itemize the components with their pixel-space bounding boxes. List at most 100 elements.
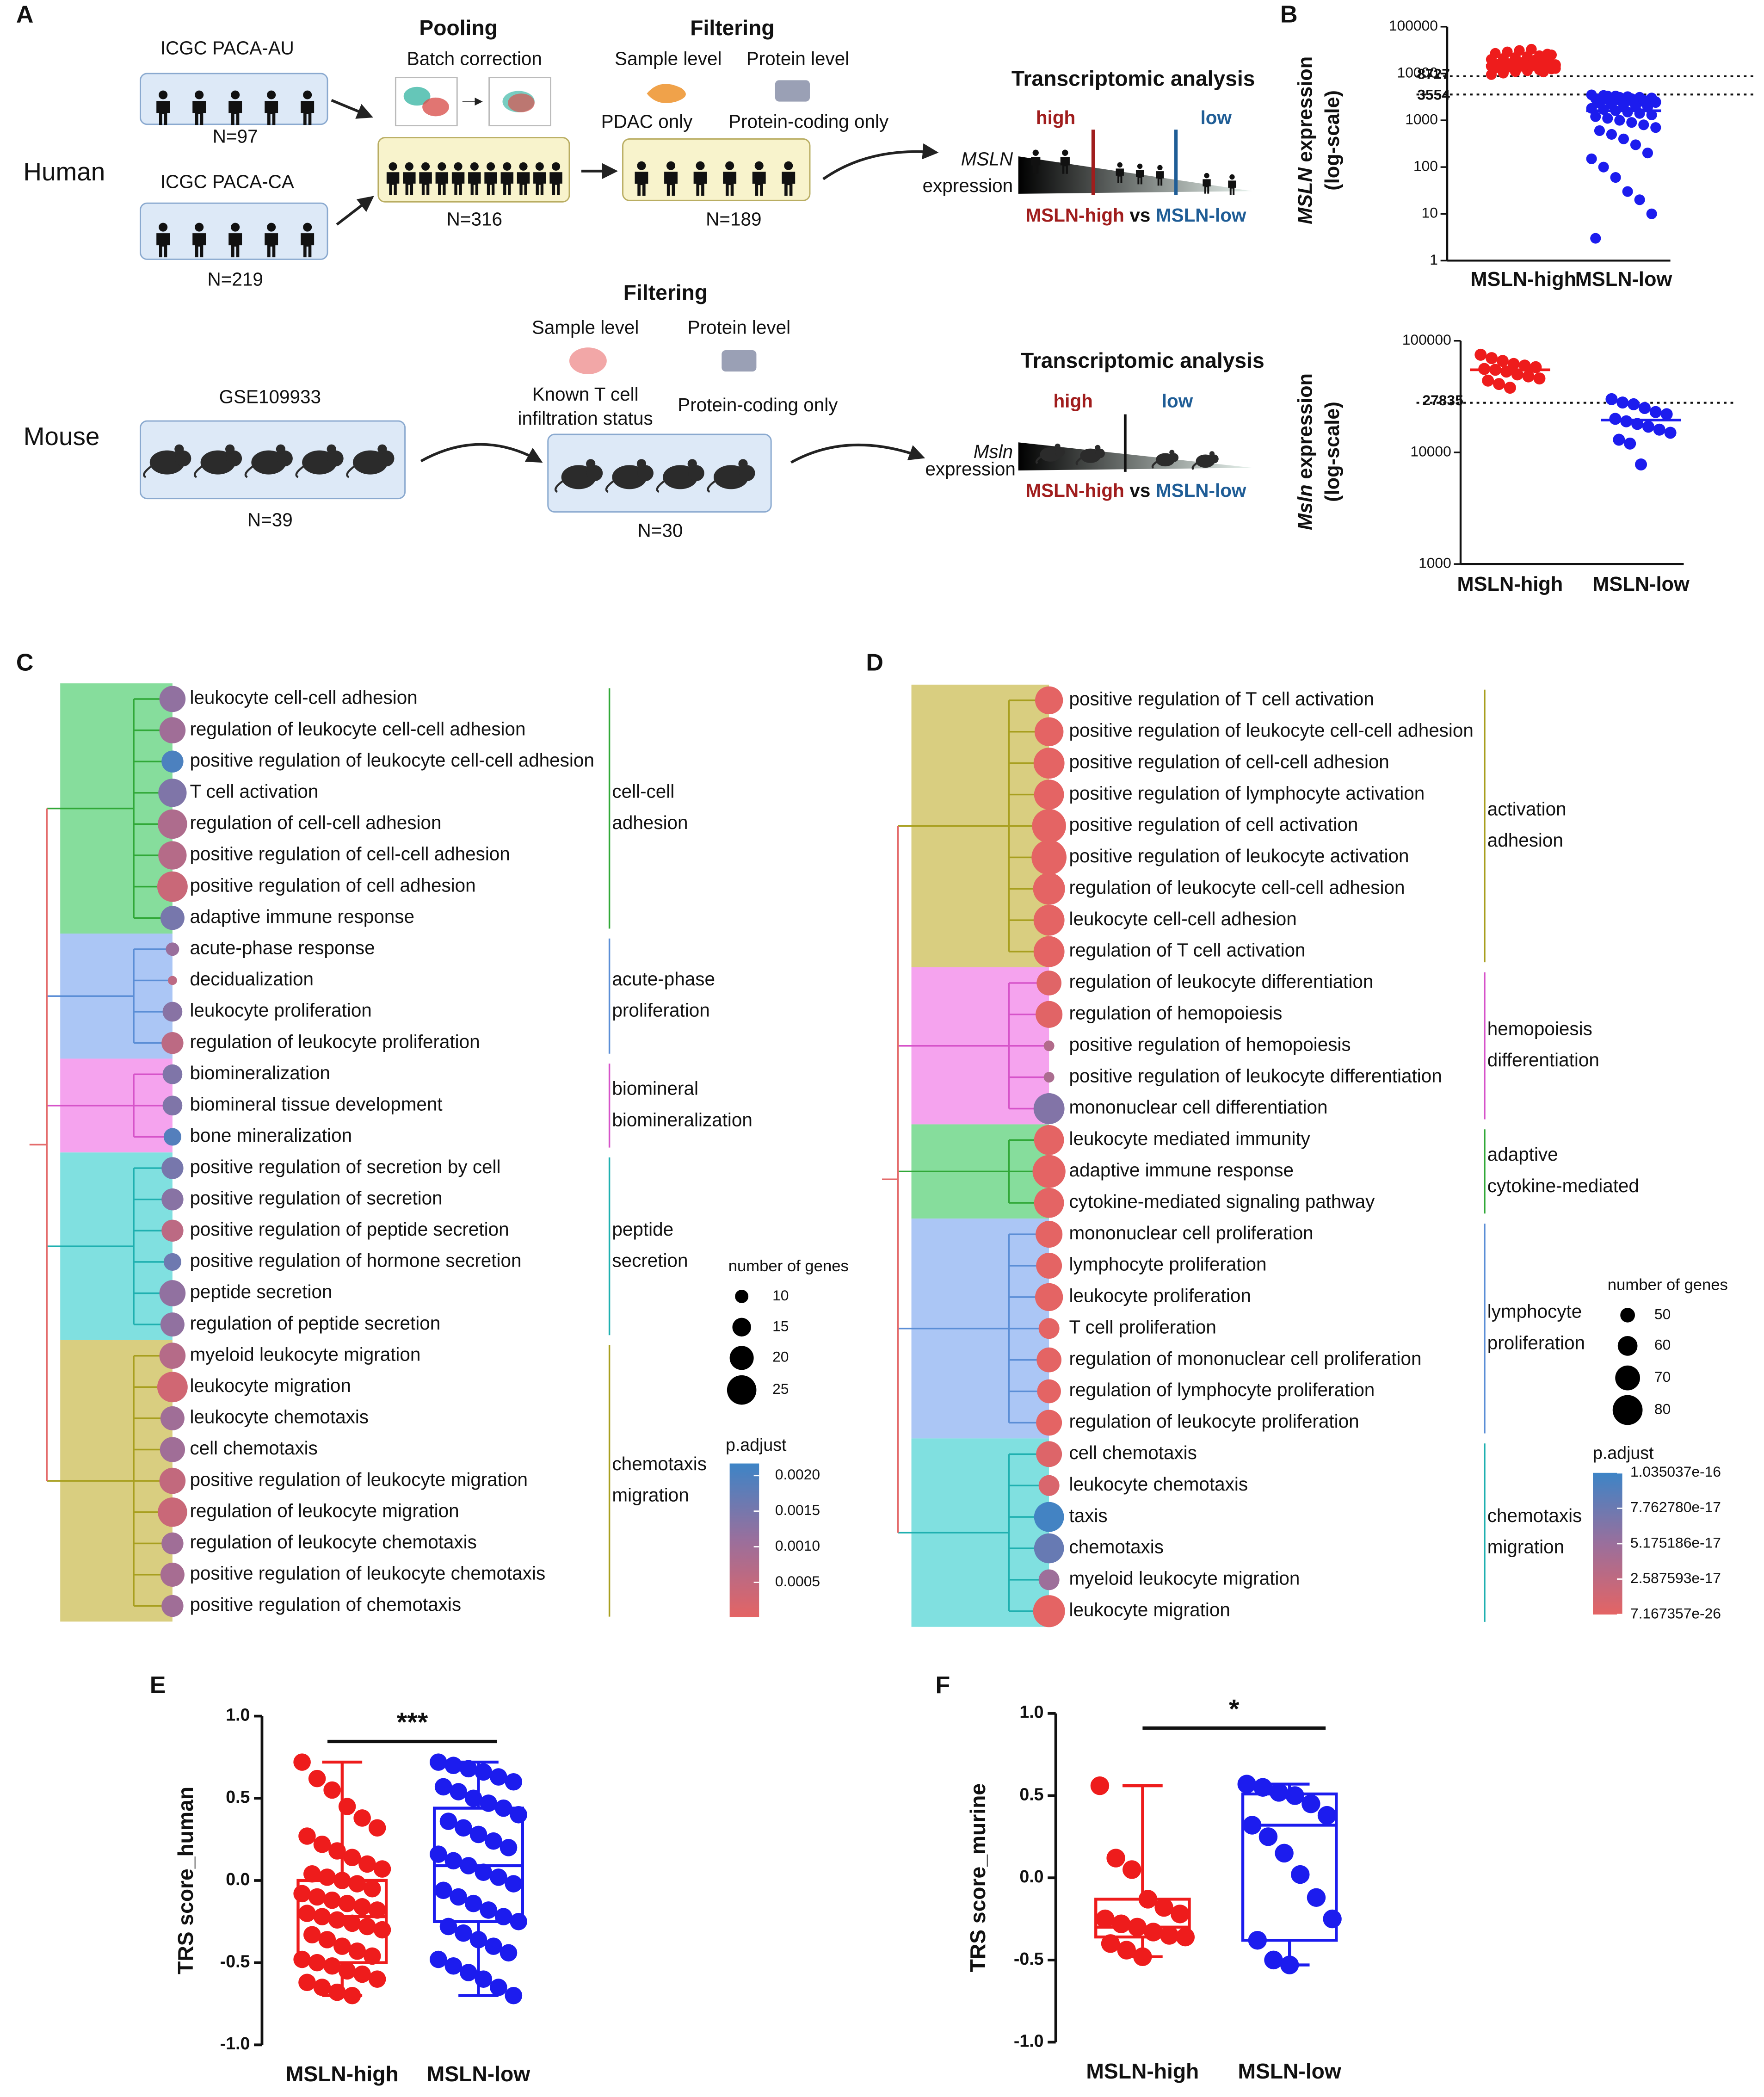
term-label: T cell activation	[190, 781, 318, 802]
colorbar-label: 0.0005	[775, 1573, 820, 1590]
data-point	[348, 1875, 366, 1893]
data-point	[1638, 94, 1649, 105]
pancreas-icon	[647, 84, 686, 103]
data-point	[293, 1950, 311, 1968]
size-legend-label: 60	[1654, 1336, 1671, 1353]
person-icon-head	[303, 90, 312, 99]
term-dot	[1034, 1533, 1064, 1564]
data-point	[1590, 233, 1601, 244]
data-point	[323, 1891, 341, 1909]
data-point	[338, 1894, 356, 1912]
step-text: infiltration status	[518, 408, 653, 429]
size-legend-dot	[1615, 1365, 1640, 1391]
data-point	[1111, 1914, 1131, 1933]
data-point	[1474, 348, 1487, 361]
panel-label: E	[150, 1672, 166, 1699]
analysis-title: Transcriptomic analysis	[1021, 348, 1264, 372]
person-icon-body	[228, 233, 242, 258]
vs: vs	[1129, 204, 1150, 226]
size-legend-label: 80	[1654, 1400, 1671, 1417]
term-label: regulation of leukocyte differentiation	[1069, 971, 1373, 992]
data-point	[373, 1860, 391, 1878]
person-icon-head	[503, 162, 512, 171]
person-icon-head	[231, 90, 240, 99]
person-icon-head	[389, 162, 397, 171]
term-label: leukocyte mediated immunity	[1069, 1128, 1310, 1149]
colorbar-label: 0.0010	[775, 1537, 820, 1554]
high-label: high	[1053, 390, 1092, 411]
data-point	[1606, 129, 1617, 140]
data-point	[1614, 115, 1625, 126]
data-point	[368, 1901, 386, 1919]
data-point	[1090, 1776, 1110, 1795]
term-dot	[1043, 1040, 1055, 1052]
y-tick-label: 1	[1430, 251, 1438, 268]
data-point	[1490, 48, 1501, 59]
term-dot	[1037, 1379, 1061, 1404]
term-label: positive regulation of leukocyte cell-ce…	[190, 749, 594, 771]
person-icon-head	[267, 223, 276, 232]
person-icon-head	[1137, 163, 1143, 169]
term-label: positive regulation of secretion	[190, 1187, 442, 1208]
size-legend-label: 20	[772, 1349, 789, 1365]
term-dot	[1031, 840, 1067, 875]
person-icon-body	[156, 233, 170, 258]
colorbar-label: 2.587593e-17	[1630, 1570, 1721, 1586]
cohort-name: GSE109933	[219, 386, 321, 408]
data-point	[293, 1885, 311, 1903]
term-dot	[161, 1032, 184, 1054]
threshold-label: 8727	[1417, 65, 1450, 82]
term-dot	[1036, 1410, 1062, 1436]
term-dot	[1033, 904, 1065, 936]
batch-cloud	[403, 87, 431, 106]
term-label: regulation of leukocyte migration	[190, 1500, 459, 1521]
y-tick-label: -1.0	[220, 2034, 250, 2053]
x-tick-label: MSLN-low	[1575, 268, 1672, 291]
data-point	[1660, 408, 1673, 421]
cohort-n: N=97	[213, 125, 258, 147]
term-dot	[161, 750, 184, 773]
data-point	[1317, 1806, 1337, 1825]
data-point	[358, 1855, 376, 1873]
term-label: mononuclear cell proliferation	[1069, 1222, 1313, 1243]
y-axis-gene: Msln	[1295, 484, 1317, 530]
y-axis-gene: MSLN	[1295, 167, 1317, 224]
term-dot	[159, 717, 186, 743]
term-label: positive regulation of secretion by cell	[190, 1156, 500, 1177]
term-label: regulation of lymphocyte proliferation	[1069, 1379, 1375, 1400]
y-tick-label: 1000	[1405, 111, 1438, 127]
comparison: MSLN-high vs MSLN-low	[1025, 480, 1246, 501]
arrow	[331, 99, 373, 119]
data-point	[500, 1944, 518, 1962]
cluster-label: hemopoiesis	[1487, 1018, 1592, 1039]
data-point	[1117, 1941, 1136, 1960]
person-icon-head	[725, 161, 734, 170]
data-point	[1624, 437, 1636, 450]
data-point	[358, 1918, 376, 1936]
term-label: leukocyte cell-cell adhesion	[190, 687, 417, 708]
data-point	[364, 1947, 381, 1965]
term-dot	[1032, 809, 1066, 843]
mouse-icon-head	[1055, 447, 1065, 457]
person-icon-body	[1203, 179, 1211, 194]
cluster-label: adhesion	[612, 812, 688, 833]
data-point	[1649, 406, 1662, 418]
term-label: positive regulation of hormone secretion	[190, 1250, 521, 1271]
term-label: positive regulation of leukocyte differe…	[1069, 1065, 1442, 1086]
term-label: regulation of leukocyte cell-cell adhesi…	[1069, 877, 1405, 898]
significance-label: ***	[397, 1707, 428, 1737]
y-tick-label: 0.0	[226, 1869, 250, 1889]
cluster-label: chemotaxis	[612, 1453, 707, 1474]
mouse-icon-tail	[1151, 461, 1157, 469]
data-point	[313, 1979, 331, 1996]
term-dot	[1033, 1093, 1065, 1124]
y-axis-title: TRS score_murine	[966, 1783, 990, 1972]
term-label: positive regulation of leukocyte chemota…	[190, 1563, 545, 1584]
cohort-n: N=219	[208, 268, 263, 290]
comparison: MSLN-high vs MSLN-low	[1025, 204, 1246, 226]
mouse-icon-ear	[225, 444, 235, 454]
term-dot	[1034, 717, 1064, 747]
mouse-icon-ear	[377, 444, 387, 454]
mouse-icon-tail	[605, 480, 614, 493]
